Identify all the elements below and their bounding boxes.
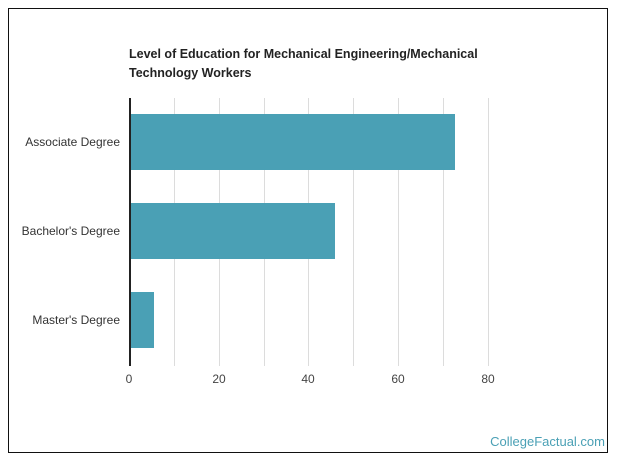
category-label: Associate Degree (25, 135, 120, 149)
x-tick-label: 0 (125, 372, 133, 386)
x-tick-label: 40 (301, 372, 315, 386)
bar-masters-degree (129, 292, 155, 348)
x-tick-label: 80 (481, 372, 495, 386)
x-tick-label: 20 (212, 372, 226, 386)
category-label: Bachelor's Degree (21, 224, 120, 238)
gridline (398, 98, 399, 366)
y-axis-line (129, 98, 131, 366)
bar-bachelors-degree (129, 203, 335, 259)
brand-link[interactable]: CollegeFactual.com (490, 434, 605, 449)
bar-associate-degree (129, 114, 455, 170)
gridline (353, 98, 354, 366)
category-label: Master's Degree (32, 313, 120, 327)
gridline (443, 98, 444, 366)
chart-title: Level of Education for Mechanical Engine… (129, 47, 478, 80)
gridline (488, 98, 489, 366)
x-tick-label: 60 (391, 372, 405, 386)
plot-area (129, 98, 489, 366)
